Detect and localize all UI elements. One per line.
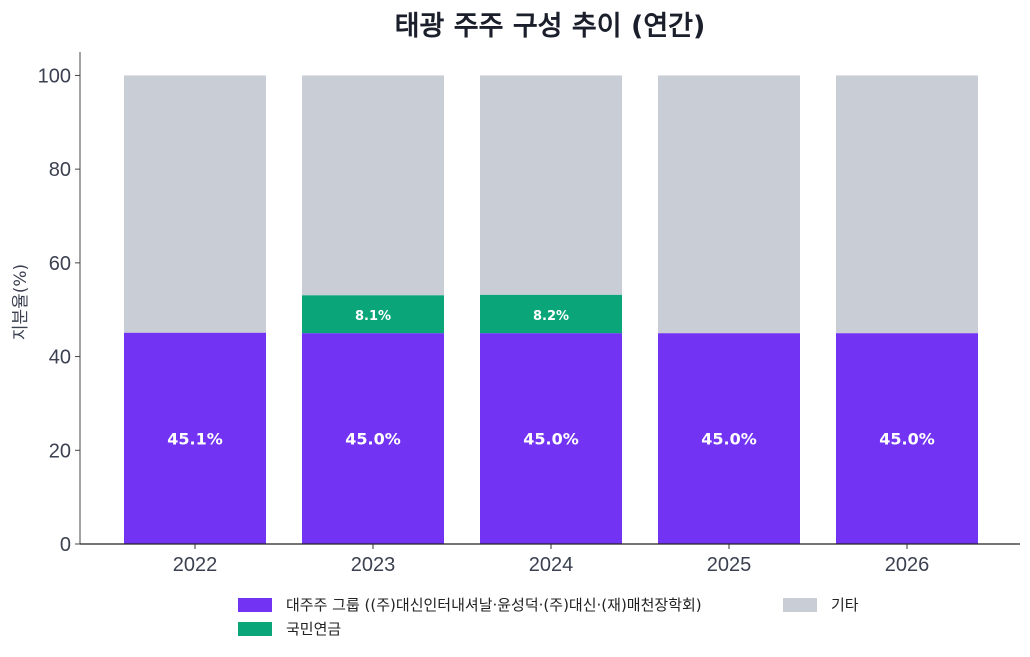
legend-item-nps: 국민연금: [238, 618, 341, 639]
bar-label-major-shareholders-2025: 45.0%: [701, 430, 757, 449]
bars: [124, 75, 978, 544]
y-tick-label-40: 40: [49, 347, 71, 369]
bar-nps-2023: [302, 295, 444, 334]
bar-others-2022: [124, 75, 266, 333]
x-tick-label-2022: 2022: [173, 554, 218, 576]
bar-major-shareholders-2026: [836, 333, 978, 544]
x-tick-label-2026: 2026: [885, 554, 930, 576]
bar-major-shareholders-2024: [480, 333, 622, 544]
bar-major-shareholders-2025: [658, 333, 800, 544]
legend-label-major-shareholders: 대주주 그룹 ((주)대신인터내셔날·윤성덕·(주)대신·(재)매천장학회): [286, 596, 702, 614]
y-tick-label-20: 20: [49, 440, 71, 462]
axes: 2022 2023 2024 2025 2026 0 20 40 60 80 100: [38, 52, 1020, 576]
bar-label-major-shareholders-2024: 45.0%: [523, 430, 579, 449]
bar-others-2023: [302, 75, 444, 296]
bar-others-2025: [658, 75, 800, 334]
bar-others-2024: [480, 75, 622, 295]
bar-major-shareholders-2023: [302, 333, 444, 544]
legend-swatch-nps: [238, 621, 272, 636]
legend-swatch-others: [783, 597, 817, 612]
x-tick-label-2025: 2025: [707, 554, 752, 576]
y-tick-label-60: 60: [49, 253, 71, 275]
y-tick-label-100: 100: [38, 65, 71, 87]
x-tick-label-2024: 2024: [529, 554, 574, 576]
bar-major-shareholders-2022: [124, 332, 266, 544]
bar-label-nps-2023: 8.1%: [355, 309, 391, 324]
bar-nps-2024: [480, 294, 622, 334]
chart-title: 태광 주주 구성 추이 (연간): [395, 11, 706, 42]
legend-label-others: 기타: [831, 596, 859, 614]
bar-label-major-shareholders-2022: 45.1%: [167, 429, 223, 448]
legend-item-major-shareholders: 대주주 그룹 ((주)대신인터내셔날·윤성덕·(주)대신·(재)매천장학회): [238, 594, 702, 615]
legend-item-others: 기타: [783, 594, 859, 615]
legend-swatch-major-shareholders: [238, 597, 272, 612]
bar-label-major-shareholders-2026: 45.0%: [879, 430, 935, 449]
bar-label-major-shareholders-2023: 45.0%: [345, 430, 401, 449]
y-axis-label: 지분율(%): [11, 264, 31, 340]
y-tick-label-80: 80: [49, 159, 71, 181]
legend-label-nps: 국민연금: [286, 620, 342, 638]
bar-labels: 45.1% 45.0% 8.1% 45.0% 8.2% 45.0% 45.0%: [167, 309, 935, 449]
x-tick-label-2023: 2023: [351, 554, 396, 576]
y-tick-label-0: 0: [60, 534, 71, 556]
bar-others-2026: [836, 75, 978, 334]
bar-label-nps-2024: 8.2%: [533, 309, 569, 324]
